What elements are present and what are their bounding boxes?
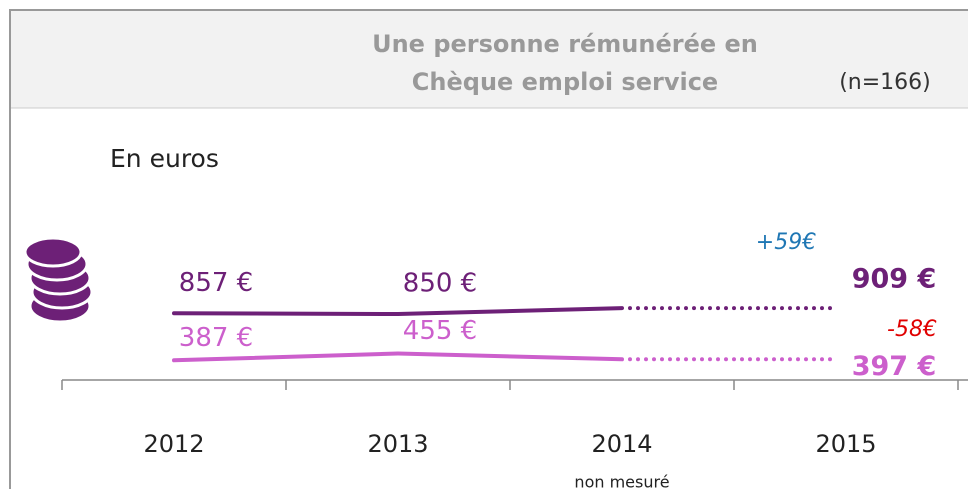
y-axis-label: En euros — [110, 144, 219, 173]
series-line — [172, 351, 400, 363]
coin-icon — [23, 236, 94, 324]
x-tick-label: 2014 — [591, 430, 652, 458]
bridge-solid — [396, 306, 624, 316]
series-line — [172, 311, 400, 316]
x-tick-label: 2012 — [143, 430, 204, 458]
chart-title: Chèque emploi service — [412, 68, 718, 96]
value-label: 455 € — [403, 316, 477, 346]
x-tick-label: 2013 — [367, 430, 428, 458]
value-label: 397 € — [852, 351, 937, 382]
value-label: 850 € — [403, 269, 477, 299]
x-tick-label: 2015 — [815, 430, 876, 458]
change-label: +59€ — [756, 230, 816, 255]
value-label: 387 € — [179, 323, 253, 353]
chart-title: Une personne rémunérée en — [372, 30, 758, 58]
change-label: -58€ — [887, 317, 937, 342]
value-label: 857 € — [179, 268, 253, 298]
bridge-solid — [396, 351, 624, 362]
header-band — [11, 11, 968, 108]
category-note: non mesuré — [574, 473, 669, 489]
subtitle: (n=166) — [839, 70, 931, 95]
value-label: 909 € — [852, 264, 937, 295]
